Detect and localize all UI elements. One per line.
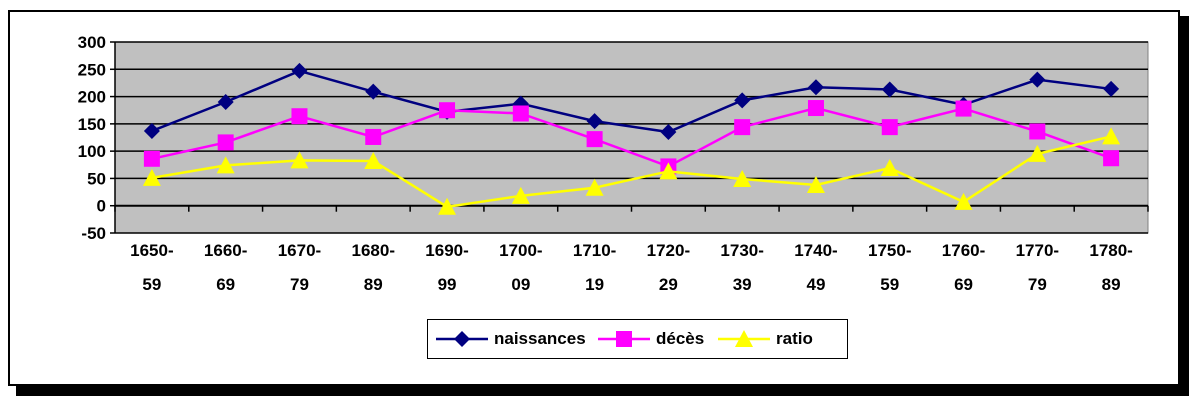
y-tick-label: 0	[97, 197, 106, 216]
frame-shadow-bottom	[16, 386, 1189, 396]
y-tick-label: 200	[78, 88, 106, 107]
data-point-diamond	[143, 122, 160, 139]
data-point-square	[1103, 150, 1120, 167]
x-tick-label: 1760-69	[942, 241, 985, 294]
data-point-triangle	[880, 159, 899, 177]
data-point-triangle	[142, 168, 161, 186]
y-tick-label: -50	[81, 224, 106, 243]
x-tick-label: 1730-39	[720, 241, 763, 294]
data-point-triangle	[806, 175, 825, 193]
x-tick-label: 1750-59	[868, 241, 911, 294]
x-tick-label: 1680-89	[352, 241, 395, 294]
y-tick-label: 250	[78, 60, 106, 79]
data-point-square	[512, 105, 529, 122]
legend-label-ratio: ratio	[776, 329, 813, 348]
data-point-diamond	[586, 113, 603, 130]
data-point-square	[586, 131, 603, 148]
data-point-square	[881, 119, 898, 136]
series-line-square	[151, 106, 1112, 168]
data-point-diamond	[807, 79, 824, 96]
data-point-triangle	[364, 151, 383, 169]
data-point-triangle	[954, 192, 973, 210]
data-point-square	[291, 108, 308, 125]
legend: naissances décès ratio	[427, 319, 848, 359]
data-point-triangle	[216, 156, 235, 174]
x-axis-tick-labels: 1650-59 1660-69 1670-79 1680-89 1690-99 1700-…	[130, 241, 1133, 294]
data-point-triangle	[1028, 144, 1047, 162]
x-tick-label: 1690-99	[425, 241, 468, 294]
x-tick-label: 1720-29	[647, 241, 690, 294]
legend-label-deces: décès	[656, 329, 705, 348]
data-point-triangle	[585, 178, 604, 196]
y-tick-label: 150	[78, 115, 106, 134]
data-point-triangle	[659, 162, 678, 180]
data-point-diamond	[217, 94, 234, 111]
x-tick-label: 1780-89	[1089, 241, 1132, 294]
legend-item-ratio: ratio	[718, 320, 813, 358]
legend-item-deces: décès	[598, 320, 704, 358]
legend-marker-deces	[598, 331, 650, 347]
data-point-square	[217, 134, 234, 151]
x-tick-label: 1770-79	[1016, 241, 1059, 294]
legend-marker-ratio	[718, 330, 770, 347]
data-point-triangle	[438, 197, 457, 215]
x-tick-label: 1740-49	[794, 241, 837, 294]
legend-marker-naissances	[436, 331, 488, 347]
series-line-triangle	[151, 135, 1112, 209]
frame-shadow-right	[1180, 16, 1189, 394]
data-point-square	[955, 100, 972, 117]
legend-item-naissances: naissances	[436, 320, 586, 358]
y-axis-tick-labels: -50 0 50 100 150 200 250 300	[78, 33, 106, 243]
axes	[110, 41, 1149, 234]
data-point-square	[439, 102, 456, 119]
data-point-diamond	[365, 83, 382, 100]
x-tick-label: 1710-19	[573, 241, 616, 294]
data-point-diamond	[291, 62, 308, 79]
series-line-diamond	[151, 69, 1112, 134]
data-point-square	[734, 119, 751, 136]
series-lines	[142, 62, 1121, 215]
y-tick-label: 300	[78, 33, 106, 52]
y-tick-label: 50	[87, 169, 106, 188]
data-point-square	[807, 100, 824, 117]
legend-label-naissances: naissances	[494, 329, 586, 348]
data-point-diamond	[660, 124, 677, 141]
data-point-triangle	[1102, 127, 1121, 145]
x-tick-label: 1660-69	[204, 241, 247, 294]
x-tick-label: 1670-79	[278, 241, 321, 294]
data-point-square	[1029, 123, 1046, 140]
x-tick-label: 1700-09	[499, 241, 542, 294]
data-point-diamond	[1029, 71, 1046, 88]
data-point-diamond	[1103, 80, 1120, 97]
plot-area	[114, 41, 1149, 234]
data-point-triangle	[733, 169, 752, 187]
x-tick-label: 1650-59	[130, 241, 173, 294]
data-point-triangle	[290, 151, 309, 169]
data-point-diamond	[734, 92, 751, 109]
data-point-square	[143, 150, 160, 167]
data-point-diamond	[881, 81, 898, 98]
data-point-triangle	[511, 186, 530, 204]
y-tick-label: 100	[78, 142, 106, 161]
data-point-square	[365, 128, 382, 145]
